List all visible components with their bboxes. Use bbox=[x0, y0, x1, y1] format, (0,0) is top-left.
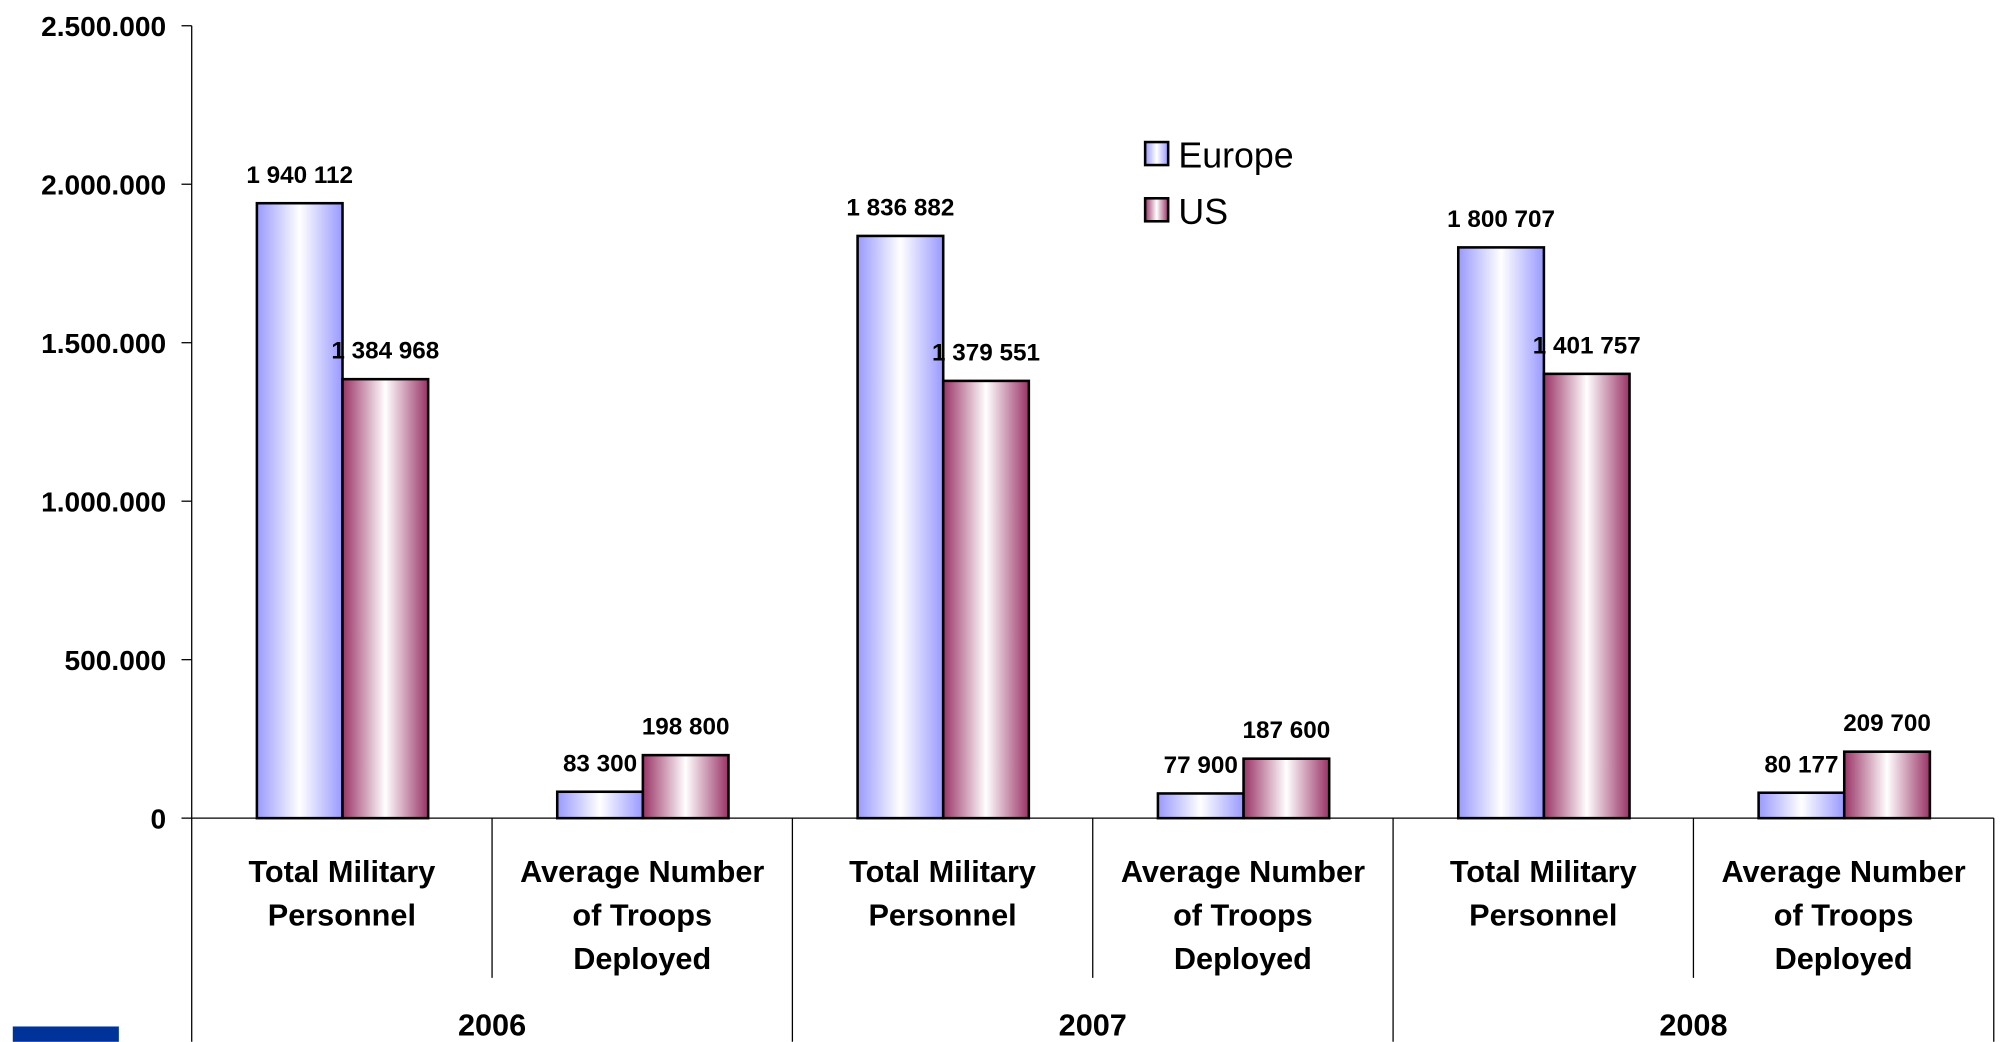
legend-swatch bbox=[1143, 140, 1170, 167]
x-tick-label: Total Military Personnel bbox=[849, 855, 1036, 932]
data-label: 1 379 551 bbox=[932, 339, 1040, 366]
x-tick-label: Total Military Personnel bbox=[248, 855, 435, 932]
bar bbox=[1542, 372, 1631, 820]
data-label: 187 600 bbox=[1243, 717, 1331, 744]
data-label: 1 401 757 bbox=[1533, 332, 1641, 359]
data-label: 198 800 bbox=[642, 714, 730, 741]
y-tick-label: 500.000 bbox=[65, 645, 167, 676]
data-label: 1 800 707 bbox=[1447, 206, 1555, 233]
bar bbox=[941, 379, 1031, 820]
y-tick-label: 2.500.000 bbox=[41, 11, 166, 42]
legend-label: US bbox=[1178, 192, 1228, 232]
data-label: 1 384 968 bbox=[331, 338, 439, 365]
bar bbox=[1842, 750, 1932, 820]
group-label: 2008 bbox=[1659, 1008, 1727, 1042]
data-label: 209 700 bbox=[1843, 710, 1931, 737]
group-label: 2006 bbox=[458, 1008, 526, 1042]
bar bbox=[856, 234, 945, 820]
y-tick-label: 1.500.000 bbox=[41, 328, 166, 359]
data-label: 83 300 bbox=[563, 750, 637, 777]
bar bbox=[1242, 757, 1331, 820]
bar bbox=[341, 377, 430, 820]
bar bbox=[255, 201, 344, 820]
x-tick-label: Average Number of Troops Deployed bbox=[1121, 855, 1365, 976]
y-tick-label: 1.000.000 bbox=[41, 486, 166, 517]
legend-label: Europe bbox=[1178, 136, 1293, 176]
y-tick-label: 0 bbox=[151, 803, 167, 834]
bar bbox=[1757, 791, 1846, 820]
data-label: 80 177 bbox=[1764, 751, 1838, 778]
x-tick-label: Average Number of Troops Deployed bbox=[520, 855, 764, 976]
data-label: 77 900 bbox=[1164, 752, 1238, 779]
bar bbox=[1156, 792, 1245, 820]
data-label: 1 940 112 bbox=[246, 162, 353, 189]
group-label: 2007 bbox=[1059, 1008, 1127, 1042]
bar bbox=[1456, 246, 1546, 820]
logo bbox=[12, 1026, 119, 1042]
data-label: 1 836 882 bbox=[846, 194, 954, 221]
y-tick-label: 2.000.000 bbox=[41, 169, 166, 200]
x-tick-label: Average Number of Troops Deployed bbox=[1722, 855, 1966, 976]
bar bbox=[641, 753, 730, 820]
legend-swatch bbox=[1143, 197, 1170, 223]
bar bbox=[555, 790, 645, 820]
x-tick-label: Total Military Personnel bbox=[1450, 855, 1637, 932]
